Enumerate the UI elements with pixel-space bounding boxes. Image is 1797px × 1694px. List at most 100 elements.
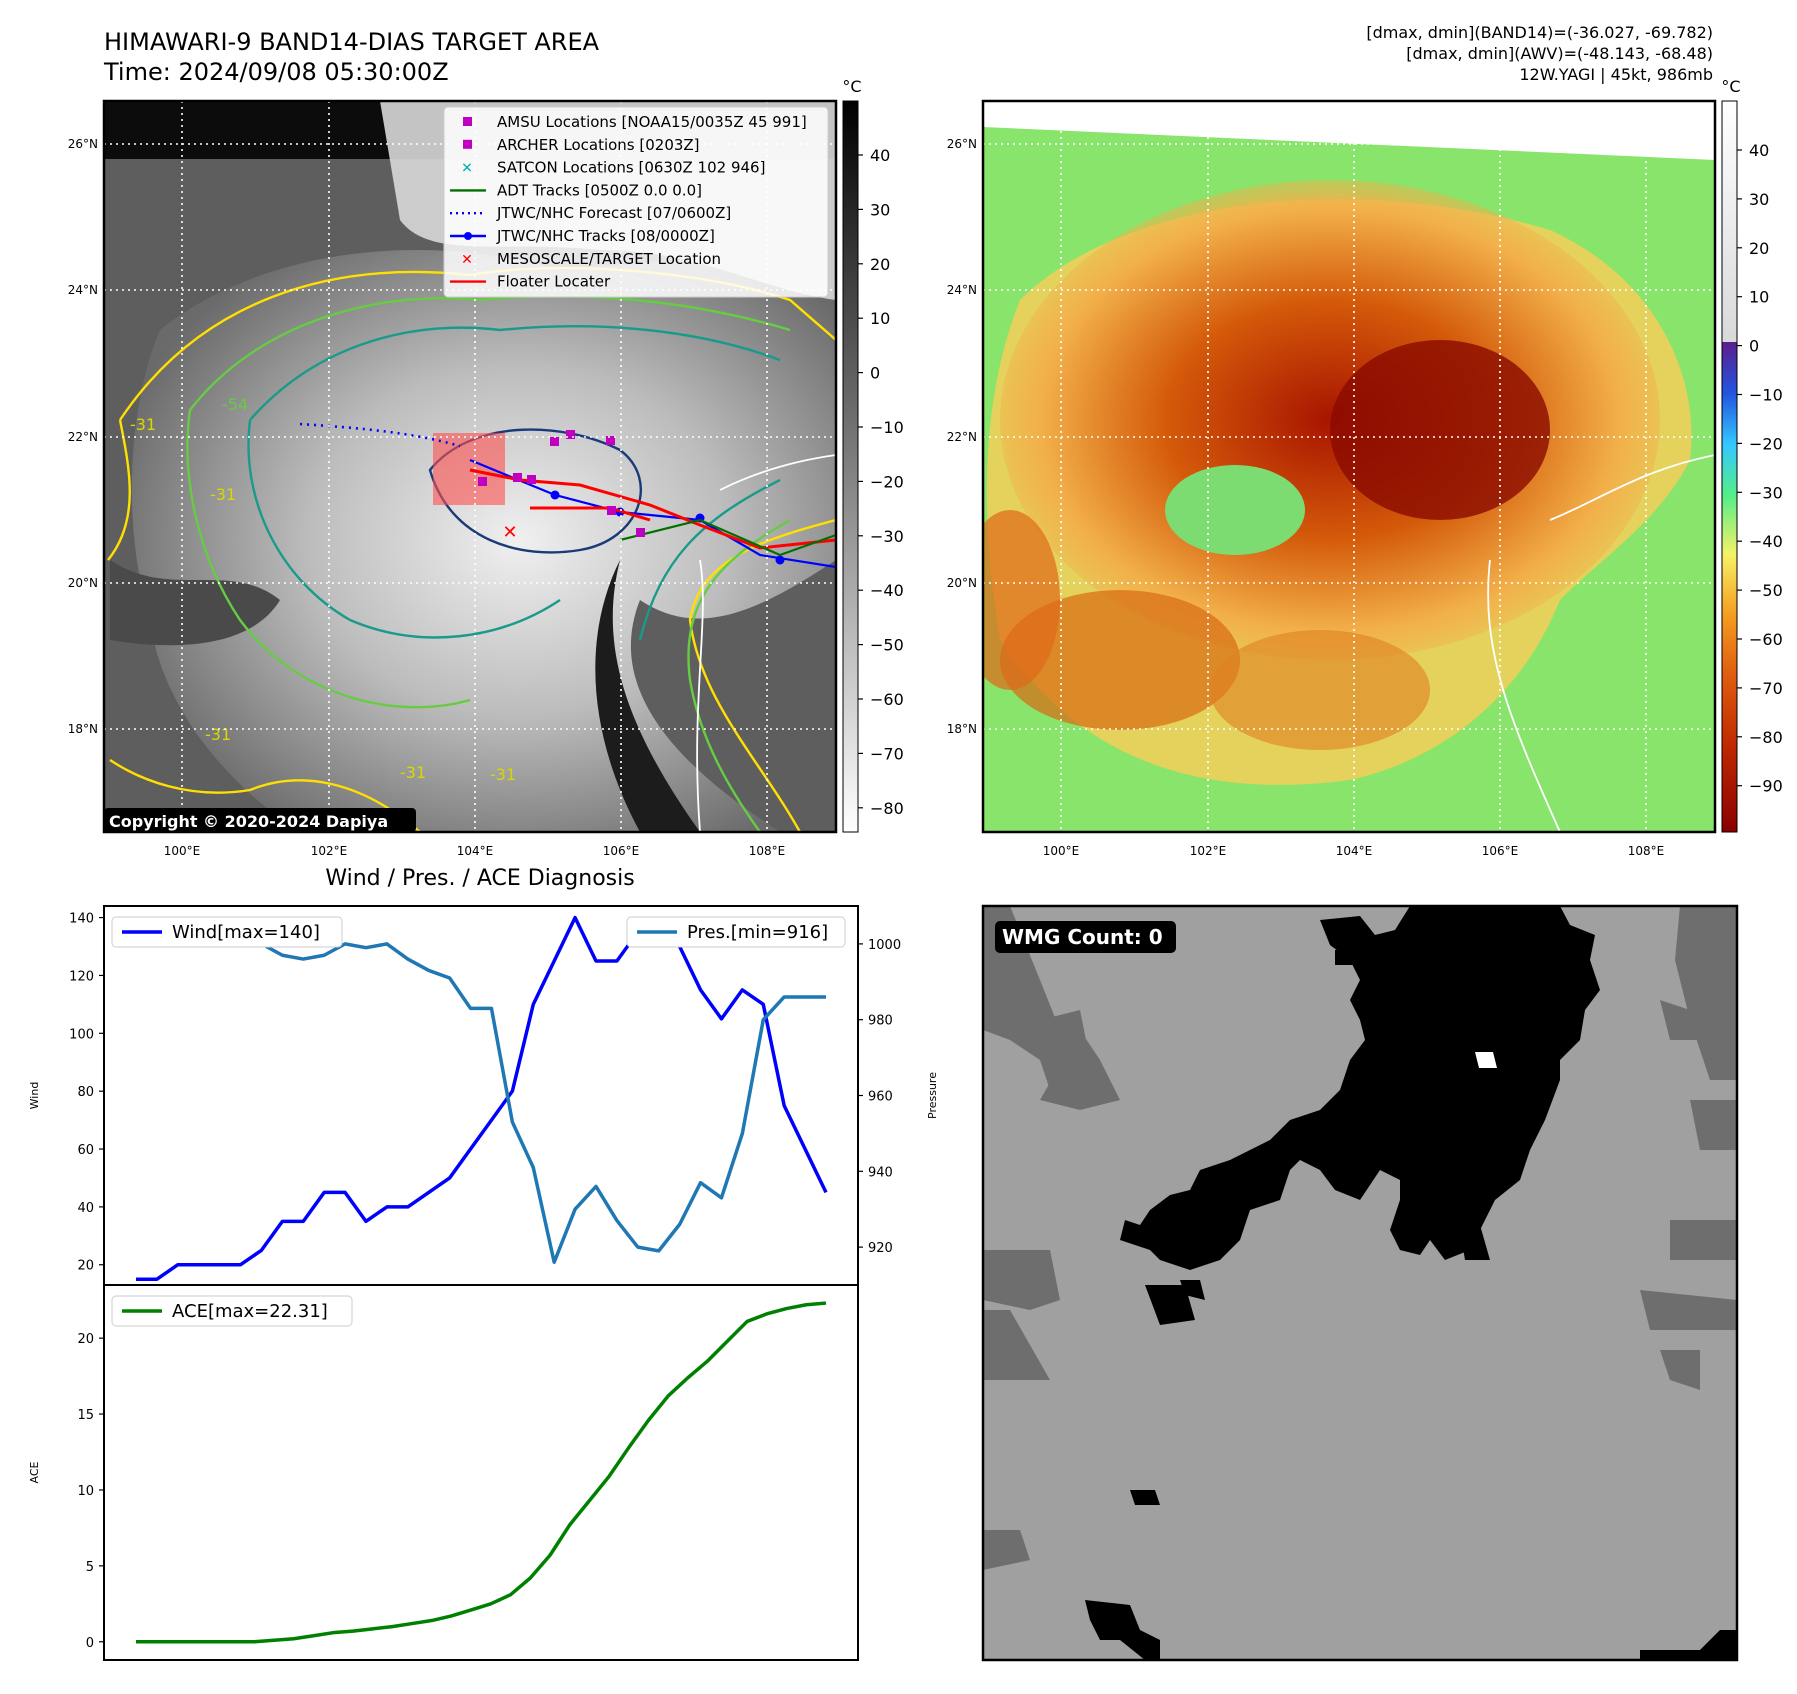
gray-colorbar-unit: °C (842, 77, 861, 96)
colorbar-tick-label: 40 (1749, 141, 1769, 160)
legend-item: ADT Tracks [0500Z 0.0 0.0] (450, 181, 702, 199)
legend-square-marker (463, 139, 472, 149)
lon-label: 108°E (1628, 844, 1665, 858)
y-tick-label: 0 (86, 1636, 94, 1651)
tl-lon-labels: 100°E 102°E 104°E 106°E 108°E (164, 844, 786, 858)
colorbar-tick-label: −10 (870, 418, 904, 437)
lon-label: 102°E (1190, 844, 1227, 858)
y2-tick-label: 940 (868, 1165, 893, 1180)
target-location-marker: ✕ (502, 522, 517, 543)
chart-legend: ACE[max=22.31] (111, 1295, 353, 1327)
series-line (136, 915, 828, 1281)
colorbar-tick-label: −30 (870, 527, 904, 546)
lat-label: 20°N (68, 576, 98, 590)
color-colorbar (1721, 100, 1738, 833)
y-tick-label: 40 (77, 1201, 94, 1216)
gridlines-top-right (983, 101, 1715, 832)
lon-label: 108°E (749, 844, 786, 858)
amsu-marker (478, 477, 487, 486)
legend-item: ✕ MESOSCALE/TARGET Location (461, 250, 721, 268)
coastline-top-right (1487, 454, 1715, 832)
wmg-black-regions (1085, 906, 1737, 1660)
info-awv: [dmax, dmin](AWV)=(-48.143, -68.48) (1406, 44, 1713, 63)
chart-legend-box (111, 916, 343, 948)
copyright-box (104, 808, 416, 832)
awv-map-panel: 26°N 24°N 22°N 20°N 18°N 100°E 102°E 104… (947, 77, 1783, 858)
wmg-frame (981, 904, 1739, 1662)
legend-item: AMSU Locations [NOAA15/0035Z 45 991] (463, 113, 807, 131)
lat-label: 24°N (68, 283, 98, 297)
awv-cold-cloud (1000, 180, 1660, 660)
colorbar-tick-label: −20 (870, 472, 904, 491)
y2-tick-label: 920 (868, 1241, 893, 1256)
amsu-markers (478, 430, 645, 537)
amsu-marker (513, 473, 522, 482)
wmg-count-badge (995, 921, 1176, 953)
lat-label: 22°N (947, 430, 977, 444)
awv-green-patch (1165, 465, 1305, 555)
contour-navy-core (428, 428, 643, 554)
lat-label: 24°N (947, 283, 977, 297)
jtwc-forecast-track (299, 422, 461, 448)
legend-item: ARCHER Locations [0203Z] (463, 136, 700, 154)
legend-label: ARCHER Locations [0203Z] (497, 136, 700, 154)
colorbar-tick-label: −50 (1749, 581, 1783, 600)
ir-map-frame (102, 99, 838, 834)
colorbar-tick-label: 40 (870, 146, 890, 165)
coastline-top-left (696, 454, 836, 832)
chart-legend-box (626, 916, 846, 948)
lat-label: 20°N (947, 576, 977, 590)
y2-tick-label: 960 (868, 1090, 893, 1105)
diagnosis-title: Wind / Pres. / ACE Diagnosis (325, 866, 634, 891)
colorbar-tick-label: −40 (1749, 532, 1783, 551)
ir-map-panel: ✕ -31 -31 -54 -31 -31 -31 (68, 77, 904, 858)
colorbar-tick-label: 0 (1749, 337, 1759, 356)
contour-label: -31 (400, 763, 426, 782)
y-tick-label: 20 (77, 1259, 94, 1274)
amsu-marker (636, 528, 645, 537)
colorbar-tick-label: −90 (1749, 777, 1783, 796)
legend-item: JTWC/NHC Forecast [07/0600Z] (450, 204, 731, 222)
y-tick-label: 120 (69, 969, 94, 984)
info-storm: 12W.YAGI | 45kt, 986mb (1519, 65, 1713, 84)
legend-box (443, 106, 829, 298)
jtwc-track-line (469, 458, 836, 569)
lon-label: 104°E (1336, 844, 1373, 858)
color-colorbar-ticks: 40 30 20 10 0 −10 −20 −30 −40 −50 −60 −70 −80 −90 (1737, 141, 1783, 796)
contour-label: -31 (205, 725, 231, 744)
map-legend: AMSU Locations [NOAA15/0035Z 45 991] ARCH… (443, 106, 829, 298)
y-tick-label: 20 (77, 1332, 94, 1347)
awv-band-sw (1000, 590, 1240, 730)
y-axis-label: ACE (28, 1461, 41, 1483)
contour-label: -31 (130, 415, 156, 434)
legend-label: MESOSCALE/TARGET Location (497, 250, 721, 268)
colorbar-tick-label: −20 (1749, 434, 1783, 453)
y-tick-label: 5 (86, 1560, 94, 1575)
lat-label: 18°N (947, 722, 977, 736)
gray-colorbar-ticks: 40 30 20 10 0 −10 −20 −30 −40 −50 −60 −70 −80 (858, 146, 904, 818)
amsu-marker (527, 475, 536, 484)
y2-axis-label: Pressure (926, 1072, 939, 1119)
wmg-count-text: WMG Count: 0 (1002, 925, 1163, 949)
color-colorbar-unit: °C (1721, 77, 1740, 96)
legend-label: JTWC/NHC Forecast [07/0600Z] (496, 204, 731, 222)
lon-label: 100°E (164, 844, 201, 858)
contour-label: -31 (210, 485, 236, 504)
contour-label: -54 (222, 395, 248, 414)
amsu-marker (606, 436, 615, 445)
lat-label: 18°N (68, 722, 98, 736)
y-tick-label: 15 (77, 1408, 94, 1423)
copyright-text: Copyright © 2020-2024 Dapiya (109, 812, 388, 831)
lon-label: 106°E (1482, 844, 1519, 858)
legend-square-marker (463, 117, 472, 126)
colorbar-tick-label: 30 (1749, 190, 1769, 209)
gray-colorbar (842, 100, 859, 833)
y-tick-label: 100 (69, 1027, 94, 1042)
chart-legend-box (111, 1295, 353, 1327)
legend-label: AMSU Locations [NOAA15/0035Z 45 991] (497, 113, 807, 131)
colorbar-tick-label: −70 (1749, 679, 1783, 698)
colorbar-tick-label: 0 (870, 364, 880, 383)
legend-x-marker: ✕ (461, 252, 473, 268)
tr-lon-labels: 100°E 102°E 104°E 106°E 108°E (1043, 844, 1665, 858)
colorbar-tick-label: 10 (870, 309, 890, 328)
